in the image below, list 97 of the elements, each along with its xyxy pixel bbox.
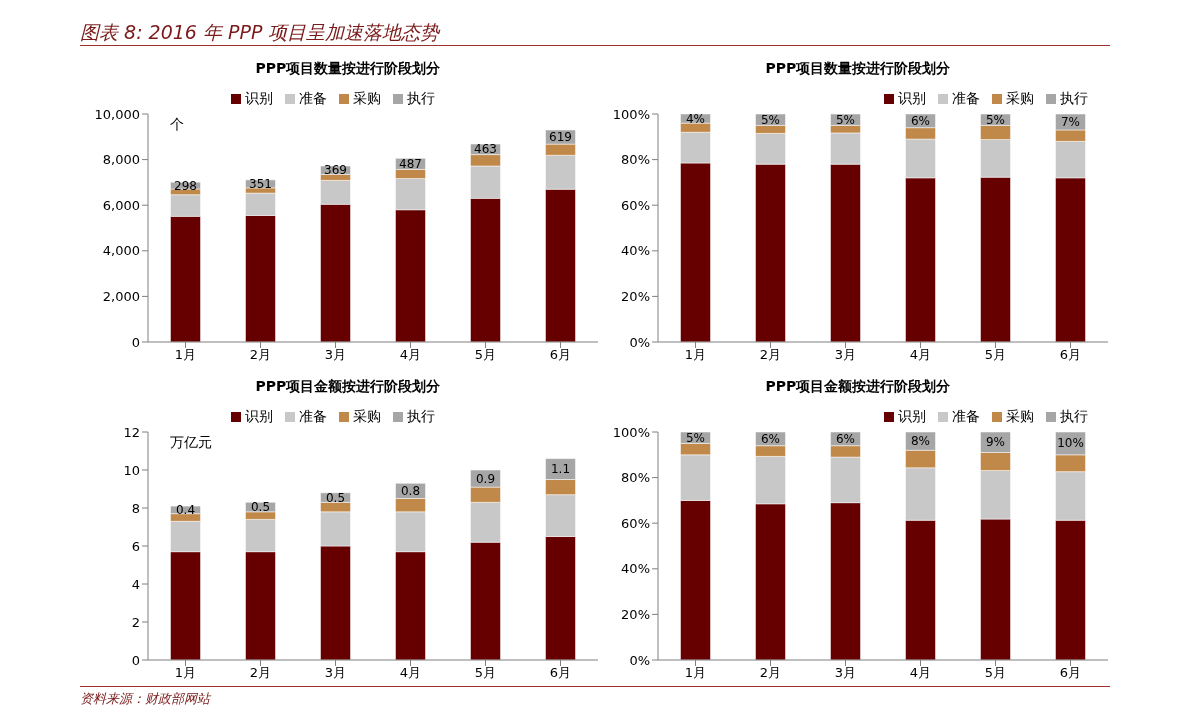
y-tick-label: 20% xyxy=(621,289,650,305)
y-tick-label: 12 xyxy=(123,424,140,440)
y-tick-label: 0 xyxy=(131,652,140,668)
y-tick-label: 0% xyxy=(629,334,650,350)
data-label: 8% xyxy=(910,434,931,449)
chart-title: PPP项目数量按进行阶段划分 xyxy=(764,60,952,78)
data-label: 5% xyxy=(985,112,1006,127)
legend-label: 采购 xyxy=(1006,90,1034,108)
legend-label: 识别 xyxy=(245,90,273,108)
x-tick-label: 6月 xyxy=(1059,665,1082,681)
x-tick-label: 5月 xyxy=(474,347,497,363)
x-tick-label: 4月 xyxy=(909,347,932,363)
data-label: 0.4 xyxy=(175,502,196,517)
y-tick-label: 6,000 xyxy=(102,197,140,213)
y-axis-title: 个 xyxy=(170,116,184,134)
x-tick-label: 4月 xyxy=(399,665,422,681)
legend-label: 识别 xyxy=(898,408,926,426)
legend-label: 识别 xyxy=(245,408,273,426)
data-label: 6% xyxy=(910,113,931,128)
chart-title: PPP项目数量按进行阶段划分 xyxy=(254,60,442,78)
data-label: 4% xyxy=(685,111,706,126)
y-tick-label: 4,000 xyxy=(102,243,140,259)
y-tick-label: 2,000 xyxy=(102,289,140,305)
y-tick-label: 0 xyxy=(131,334,140,350)
y-tick-label: 20% xyxy=(621,607,650,623)
legend-label: 执行 xyxy=(1060,408,1088,426)
x-tick-label: 1月 xyxy=(174,665,197,681)
data-label: 10% xyxy=(1057,436,1084,451)
data-label: 0.5 xyxy=(325,490,346,505)
x-tick-label: 6月 xyxy=(549,665,572,681)
y-tick-label: 100% xyxy=(612,424,650,440)
legend-label: 执行 xyxy=(1060,90,1088,108)
y-tick-label: 2 xyxy=(131,614,140,630)
y-tick-label: 40% xyxy=(621,561,650,577)
y-tick-label: 60% xyxy=(621,197,650,213)
data-label: 619 xyxy=(549,130,572,145)
data-label: 487 xyxy=(399,156,422,171)
x-tick-label: 2月 xyxy=(249,665,272,681)
y-tick-label: 100% xyxy=(612,106,650,122)
x-tick-label: 1月 xyxy=(684,665,707,681)
data-label: 463 xyxy=(474,142,497,157)
x-tick-label: 3月 xyxy=(324,665,347,681)
y-tick-label: 80% xyxy=(621,470,650,486)
x-tick-label: 3月 xyxy=(834,665,857,681)
x-tick-label: 5月 xyxy=(984,665,1007,681)
chart-title: PPP项目金额按进行阶段划分 xyxy=(764,378,952,396)
data-label: 6% xyxy=(760,431,781,446)
x-tick-label: 4月 xyxy=(909,665,932,681)
x-tick-label: 5月 xyxy=(474,665,497,681)
x-tick-label: 2月 xyxy=(759,665,782,681)
legend-label: 准备 xyxy=(299,90,327,108)
x-tick-label: 1月 xyxy=(684,347,707,363)
data-label: 5% xyxy=(685,430,706,445)
y-tick-label: 0% xyxy=(629,652,650,668)
y-tick-label: 10 xyxy=(123,462,140,478)
x-tick-label: 2月 xyxy=(249,347,272,363)
data-label: 298 xyxy=(174,178,197,193)
x-tick-label: 6月 xyxy=(1059,347,1082,363)
data-label: 351 xyxy=(249,176,272,191)
x-tick-label: 4月 xyxy=(399,347,422,363)
data-label: 369 xyxy=(324,163,347,178)
data-label: 5% xyxy=(760,112,781,127)
y-tick-label: 40% xyxy=(621,243,650,259)
data-label: 9% xyxy=(985,435,1006,450)
data-label: 0.8 xyxy=(400,483,421,498)
legend-label: 采购 xyxy=(353,408,381,426)
y-tick-label: 4 xyxy=(131,576,140,592)
y-tick-label: 60% xyxy=(621,515,650,531)
chart-title: PPP项目金额按进行阶段划分 xyxy=(254,378,442,396)
y-tick-label: 8,000 xyxy=(102,152,140,168)
data-label: 5% xyxy=(835,112,856,127)
legend-label: 采购 xyxy=(1006,408,1034,426)
y-tick-label: 8 xyxy=(131,500,140,516)
x-tick-label: 1月 xyxy=(174,347,197,363)
legend-label: 采购 xyxy=(353,90,381,108)
legend-label: 执行 xyxy=(407,90,435,108)
legend-label: 执行 xyxy=(407,408,435,426)
x-tick-label: 2月 xyxy=(759,347,782,363)
data-label: 7% xyxy=(1060,114,1081,129)
data-label: 6% xyxy=(835,431,856,446)
x-tick-label: 3月 xyxy=(834,347,857,363)
y-tick-label: 80% xyxy=(621,152,650,168)
data-label: 0.9 xyxy=(475,471,496,486)
y-tick-label: 6 xyxy=(131,538,140,554)
legend-label: 准备 xyxy=(299,408,327,426)
y-tick-label: 10,000 xyxy=(94,106,140,122)
legend-label: 识别 xyxy=(898,90,926,108)
x-tick-label: 5月 xyxy=(984,347,1007,363)
data-label: 0.5 xyxy=(250,500,271,515)
text: 资料来源：财政部网站 xyxy=(80,690,210,708)
y-axis-title: 万亿元 xyxy=(170,434,212,452)
legend-label: 准备 xyxy=(952,90,980,108)
x-tick-label: 3月 xyxy=(324,347,347,363)
legend-label: 准备 xyxy=(952,408,980,426)
data-label: 1.1 xyxy=(550,462,571,477)
text: 图表 8: 2016 年 PPP 项目呈加速落地态势 xyxy=(80,20,440,45)
x-tick-label: 6月 xyxy=(549,347,572,363)
